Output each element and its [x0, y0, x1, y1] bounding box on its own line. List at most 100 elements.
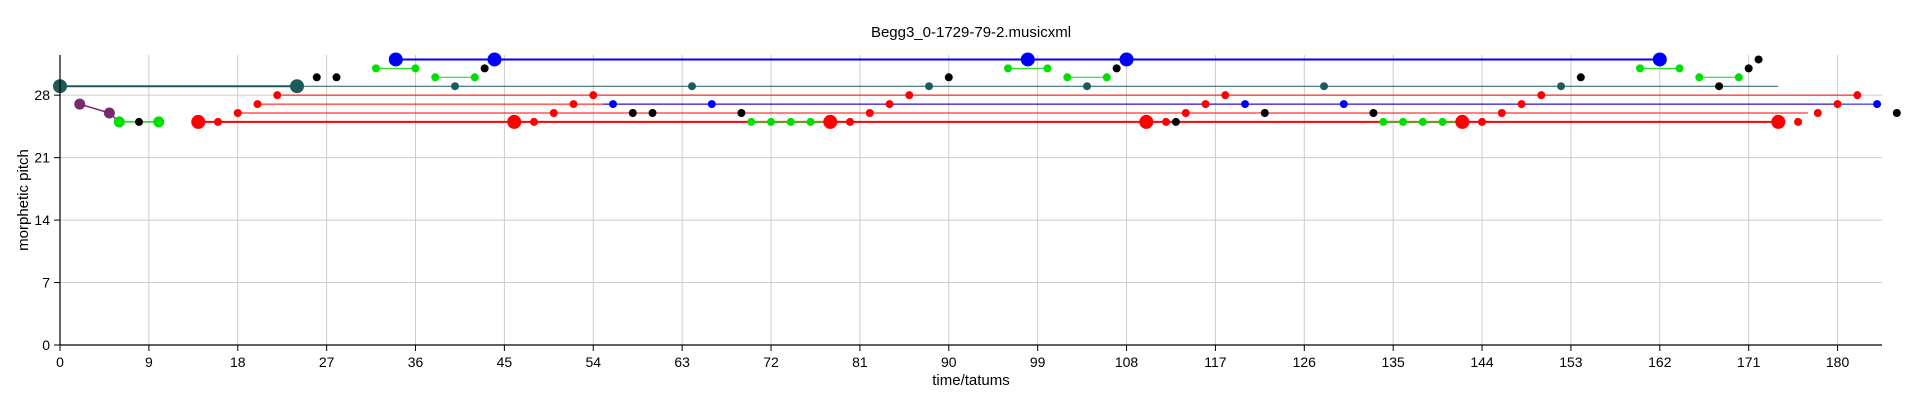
note-point	[1139, 114, 1154, 129]
note-point	[569, 100, 578, 109]
note-point	[1369, 109, 1378, 117]
note-point	[1260, 109, 1269, 117]
note-point	[74, 98, 86, 110]
note-point	[388, 52, 403, 67]
x-tick-label: 108	[1115, 354, 1139, 370]
note-point	[737, 109, 746, 117]
x-tick-label: 36	[408, 354, 424, 370]
note-point	[1557, 82, 1566, 91]
note-point	[507, 114, 522, 129]
note-point	[628, 109, 637, 117]
note-point	[1537, 91, 1546, 100]
note-point	[1320, 82, 1329, 91]
note-point	[1771, 114, 1786, 129]
note-point	[1020, 52, 1035, 67]
note-point	[1892, 109, 1901, 117]
note-point	[135, 117, 144, 126]
y-tick-label: 21	[34, 150, 50, 166]
note-point	[747, 117, 756, 126]
note-point	[1754, 55, 1763, 64]
note-point	[806, 117, 815, 126]
note-point	[1744, 64, 1753, 73]
note-point	[1119, 52, 1134, 67]
y-tick-label: 7	[42, 275, 50, 291]
x-tick-label: 27	[319, 354, 335, 370]
note-point	[153, 116, 165, 128]
x-tick-label: 162	[1648, 354, 1672, 370]
note-point	[191, 114, 206, 129]
note-point	[1083, 82, 1092, 91]
note-point	[767, 117, 776, 126]
note-point	[865, 109, 874, 117]
note-point	[1112, 64, 1121, 73]
note-point	[944, 73, 953, 82]
note-point	[688, 82, 697, 91]
x-tick-label: 180	[1826, 354, 1850, 370]
note-point	[925, 82, 934, 91]
note-point	[470, 73, 479, 82]
note-point	[1833, 100, 1842, 109]
x-tick-label: 45	[497, 354, 513, 370]
x-tick-label: 0	[56, 354, 64, 370]
note-point	[1063, 73, 1072, 82]
note-point	[1813, 109, 1822, 117]
x-axis-title: time/tatums	[932, 372, 1010, 389]
note-point	[1418, 117, 1427, 126]
y-axis-title: morphetic pitch	[15, 149, 32, 251]
x-tick-label: 126	[1293, 354, 1317, 370]
note-point	[1043, 64, 1052, 73]
note-point	[1636, 64, 1645, 73]
note-point	[1221, 91, 1230, 100]
x-tick-label: 81	[852, 354, 868, 370]
note-point	[648, 109, 657, 117]
note-point	[273, 91, 282, 100]
x-tick-label: 54	[585, 354, 601, 370]
note-point	[1438, 117, 1447, 126]
note-point	[885, 100, 894, 109]
y-tick-label: 14	[34, 212, 50, 228]
note-point	[1455, 114, 1470, 129]
x-tick-label: 18	[230, 354, 246, 370]
note-point	[549, 109, 558, 117]
note-point	[411, 64, 420, 73]
note-point	[1162, 117, 1171, 126]
x-tick-label: 135	[1381, 354, 1405, 370]
note-point	[1853, 91, 1862, 100]
x-tick-label: 99	[1030, 354, 1046, 370]
note-point	[1517, 100, 1526, 109]
y-tick-label: 0	[42, 337, 50, 353]
note-point	[786, 117, 795, 126]
note-point	[480, 64, 489, 73]
note-point	[214, 117, 223, 126]
note-point	[1873, 100, 1882, 109]
note-point	[290, 79, 305, 94]
x-tick-label: 171	[1737, 354, 1761, 370]
x-tick-label: 72	[763, 354, 779, 370]
note-point	[1399, 117, 1408, 126]
note-point	[1241, 100, 1250, 109]
note-point	[1794, 117, 1803, 126]
note-point	[372, 64, 381, 73]
note-point	[451, 82, 460, 91]
note-point	[312, 73, 321, 82]
note-point	[1675, 64, 1684, 73]
note-point	[233, 109, 242, 117]
y-tick-label: 28	[34, 87, 50, 103]
note-point	[103, 107, 115, 119]
note-point	[1339, 100, 1348, 109]
x-tick-label: 9	[145, 354, 153, 370]
note-point	[1102, 73, 1111, 82]
x-tick-label: 153	[1559, 354, 1583, 370]
note-point	[113, 116, 125, 128]
note-point	[846, 117, 855, 126]
note-point	[332, 73, 341, 82]
note-point	[1478, 117, 1487, 126]
note-point	[1652, 52, 1667, 67]
chart-title: Begg3_0-1729-79-2.musicxml	[871, 24, 1071, 41]
note-point	[431, 73, 440, 82]
note-point	[1497, 109, 1506, 117]
axes	[54, 55, 1882, 351]
note-point	[1201, 100, 1210, 109]
tick-labels: 0 9 18 27 36 45 54 63 72 81 90 99 108 117 126 135 144 153…	[34, 87, 1849, 370]
